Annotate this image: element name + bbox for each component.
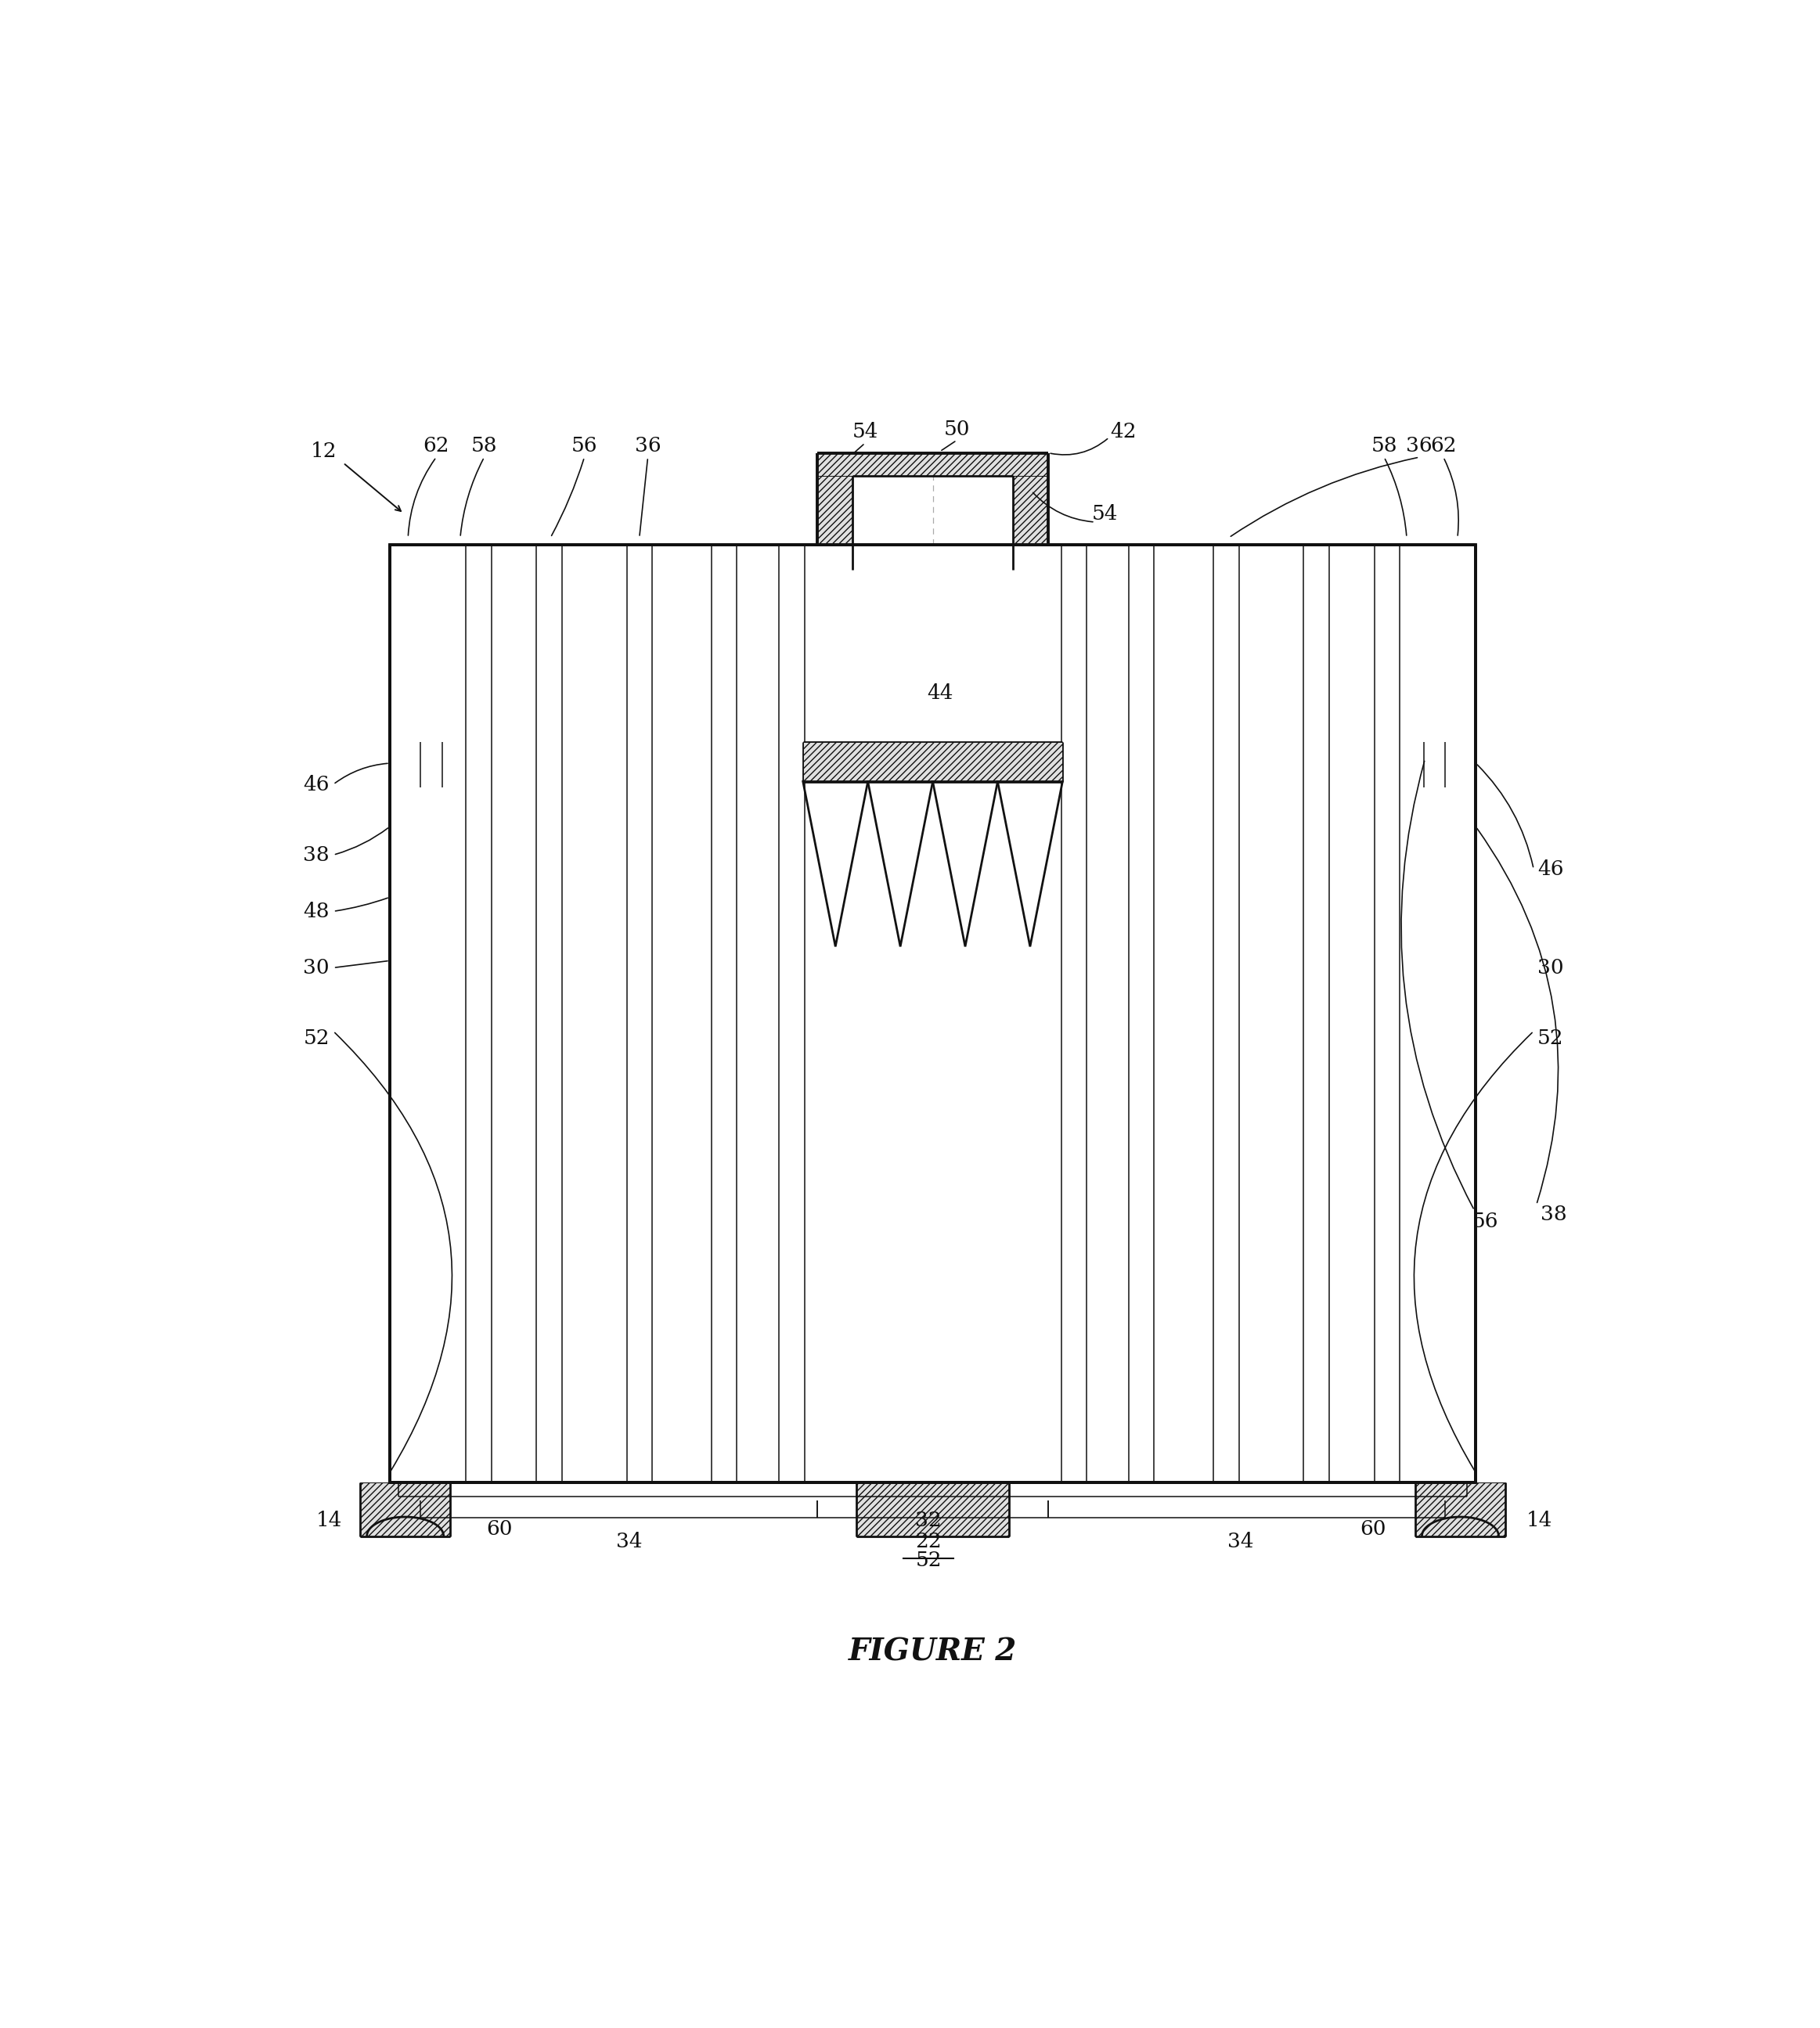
- Polygon shape: [817, 452, 852, 546]
- Text: 48: 48: [304, 902, 329, 921]
- Text: 56: 56: [571, 436, 597, 456]
- Text: 58: 58: [1370, 436, 1398, 456]
- Text: 62: 62: [1431, 436, 1456, 456]
- Polygon shape: [1374, 570, 1400, 1456]
- Polygon shape: [360, 1482, 450, 1535]
- Polygon shape: [779, 570, 804, 1456]
- Polygon shape: [817, 452, 1048, 475]
- Text: 38: 38: [1540, 1205, 1567, 1225]
- Polygon shape: [852, 546, 870, 570]
- Text: 36: 36: [1407, 436, 1432, 456]
- Polygon shape: [537, 570, 562, 1456]
- Polygon shape: [626, 570, 652, 1456]
- Text: 50: 50: [943, 420, 970, 438]
- Polygon shape: [466, 570, 491, 1456]
- Text: 46: 46: [304, 775, 329, 795]
- Polygon shape: [389, 546, 1476, 1482]
- Polygon shape: [1214, 570, 1239, 1456]
- Polygon shape: [803, 742, 1063, 781]
- Text: 58: 58: [471, 436, 497, 456]
- Polygon shape: [389, 1456, 1476, 1482]
- Text: 52: 52: [915, 1549, 941, 1570]
- Polygon shape: [1445, 546, 1476, 1482]
- Polygon shape: [389, 546, 817, 570]
- Polygon shape: [1423, 742, 1445, 787]
- Text: 52: 52: [1538, 1028, 1563, 1048]
- Text: 30: 30: [304, 957, 329, 977]
- Polygon shape: [712, 570, 737, 1456]
- Polygon shape: [519, 742, 537, 787]
- Polygon shape: [1358, 742, 1374, 787]
- Polygon shape: [857, 1482, 1008, 1535]
- Text: 14: 14: [1527, 1511, 1552, 1531]
- Text: FIGURE 2: FIGURE 2: [848, 1637, 1017, 1667]
- Polygon shape: [1329, 742, 1347, 787]
- Polygon shape: [1061, 570, 1087, 1456]
- Text: 12: 12: [309, 442, 337, 460]
- Text: 34: 34: [617, 1531, 642, 1551]
- Text: 42: 42: [1110, 422, 1136, 442]
- Polygon shape: [996, 546, 1014, 570]
- Text: 38: 38: [304, 846, 329, 864]
- Text: 34: 34: [1227, 1531, 1254, 1551]
- Polygon shape: [1303, 570, 1329, 1456]
- Text: 54: 54: [1092, 503, 1117, 523]
- Polygon shape: [420, 742, 442, 787]
- Polygon shape: [389, 546, 420, 1482]
- Text: 32: 32: [915, 1511, 941, 1531]
- Text: 14: 14: [317, 1511, 342, 1531]
- Text: 30: 30: [1538, 957, 1563, 977]
- Polygon shape: [1128, 570, 1154, 1456]
- Text: 52: 52: [304, 1028, 329, 1048]
- Polygon shape: [1416, 1482, 1505, 1535]
- Text: 22: 22: [915, 1531, 941, 1551]
- Text: 44: 44: [926, 683, 954, 702]
- Text: 46: 46: [1538, 860, 1563, 878]
- Text: 62: 62: [422, 436, 450, 456]
- Text: 56: 56: [1472, 1213, 1500, 1231]
- Text: 60: 60: [1360, 1519, 1387, 1539]
- Text: 36: 36: [635, 436, 661, 456]
- Text: 54: 54: [852, 422, 879, 442]
- Polygon shape: [491, 742, 508, 787]
- Text: 60: 60: [486, 1519, 513, 1539]
- Polygon shape: [1048, 546, 1476, 570]
- Polygon shape: [1014, 452, 1048, 546]
